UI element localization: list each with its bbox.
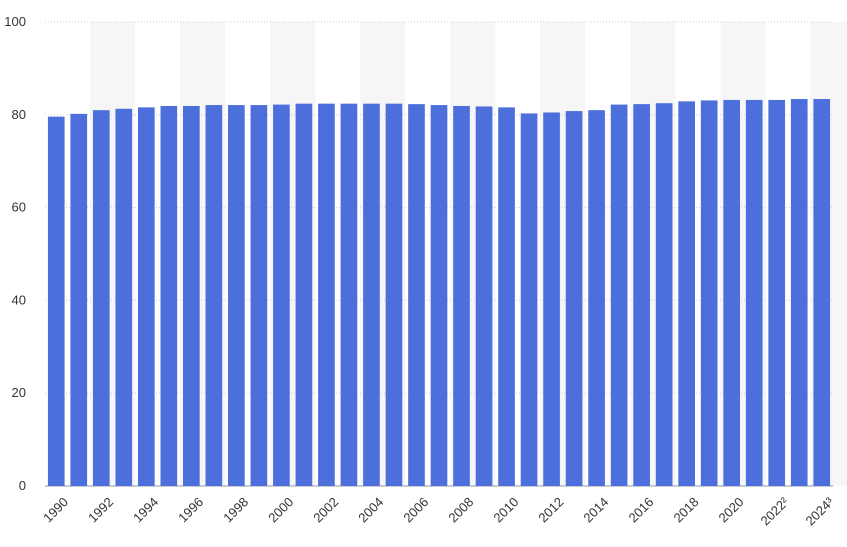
bar-2019 (700, 100, 718, 486)
x-tick-label: 2022² (758, 494, 793, 529)
bar-2003 (340, 103, 358, 486)
x-axis-tick-labels: 1990 1992 1994 1996 1998 2000 2002 2004 2006 2008… (40, 494, 837, 529)
y-axis-tick-labels: 0 20 40 60 80 100 (4, 14, 26, 493)
bar-2022² (768, 99, 786, 487)
x-tick-label: 2000 (265, 494, 296, 525)
y-tick-label: 60 (12, 200, 26, 215)
bar-1996 (183, 105, 200, 486)
y-tick-label: 40 (12, 292, 26, 307)
x-tick-label: 2014 (580, 494, 611, 525)
bar-1998 (228, 105, 245, 486)
bar-1990 (47, 116, 65, 486)
bar-2009 (475, 106, 493, 486)
bar-1995 (160, 105, 178, 486)
x-tick-label: 2006 (400, 494, 431, 525)
bar-2004 (363, 103, 380, 486)
bar-1994 (137, 107, 155, 486)
bar-2017 (655, 103, 673, 486)
bar-2008 (453, 105, 470, 486)
x-tick-label: 2024³ (803, 494, 838, 529)
x-tick-label: 2018 (671, 494, 702, 525)
y-tick-label: 0 (19, 478, 26, 493)
bar-2014 (588, 110, 605, 486)
x-tick-label: 2004 (355, 494, 386, 525)
x-tick-label: 2002 (310, 494, 341, 525)
y-tick-label: 20 (12, 385, 26, 400)
bar-1991 (70, 113, 88, 486)
bar-2018 (678, 101, 695, 487)
x-tick-label: 2016 (625, 494, 656, 525)
bar-1997 (205, 105, 223, 486)
bar-2006 (408, 104, 425, 487)
bar-1992 (92, 110, 110, 486)
bar-2012 (543, 112, 560, 486)
bar-2002 (318, 103, 335, 486)
bar-2000 (273, 104, 290, 486)
x-tick-label: 1992 (85, 494, 116, 525)
x-tick-label: 2012 (535, 494, 566, 525)
y-tick-label: 80 (12, 107, 26, 122)
bar-2010 (498, 107, 515, 486)
bar-2011 (520, 113, 538, 487)
x-tick-label: 2020 (716, 494, 747, 525)
bar-2013 (565, 111, 583, 486)
bar-1999 (250, 105, 268, 486)
bar-2016 (633, 104, 650, 487)
bar-2005 (385, 103, 403, 486)
x-tick-label: 2008 (445, 494, 476, 525)
bar-2024³ (813, 99, 831, 487)
y-tick-label: 100 (4, 14, 26, 29)
bars (47, 99, 831, 487)
x-tick-label: 1998 (220, 494, 251, 525)
bar-2001 (295, 103, 313, 486)
x-tick-label: 1994 (130, 494, 161, 525)
bar-2023 (790, 99, 808, 487)
bar-2015 (610, 104, 628, 486)
bar-2021 (745, 99, 763, 487)
bar-2007 (430, 105, 448, 486)
x-tick-label: 1990 (40, 494, 71, 525)
bar-1993 (115, 108, 133, 486)
x-tick-label: 1996 (175, 494, 206, 525)
x-tick-label: 2010 (490, 494, 521, 525)
bar-2020 (723, 99, 741, 487)
